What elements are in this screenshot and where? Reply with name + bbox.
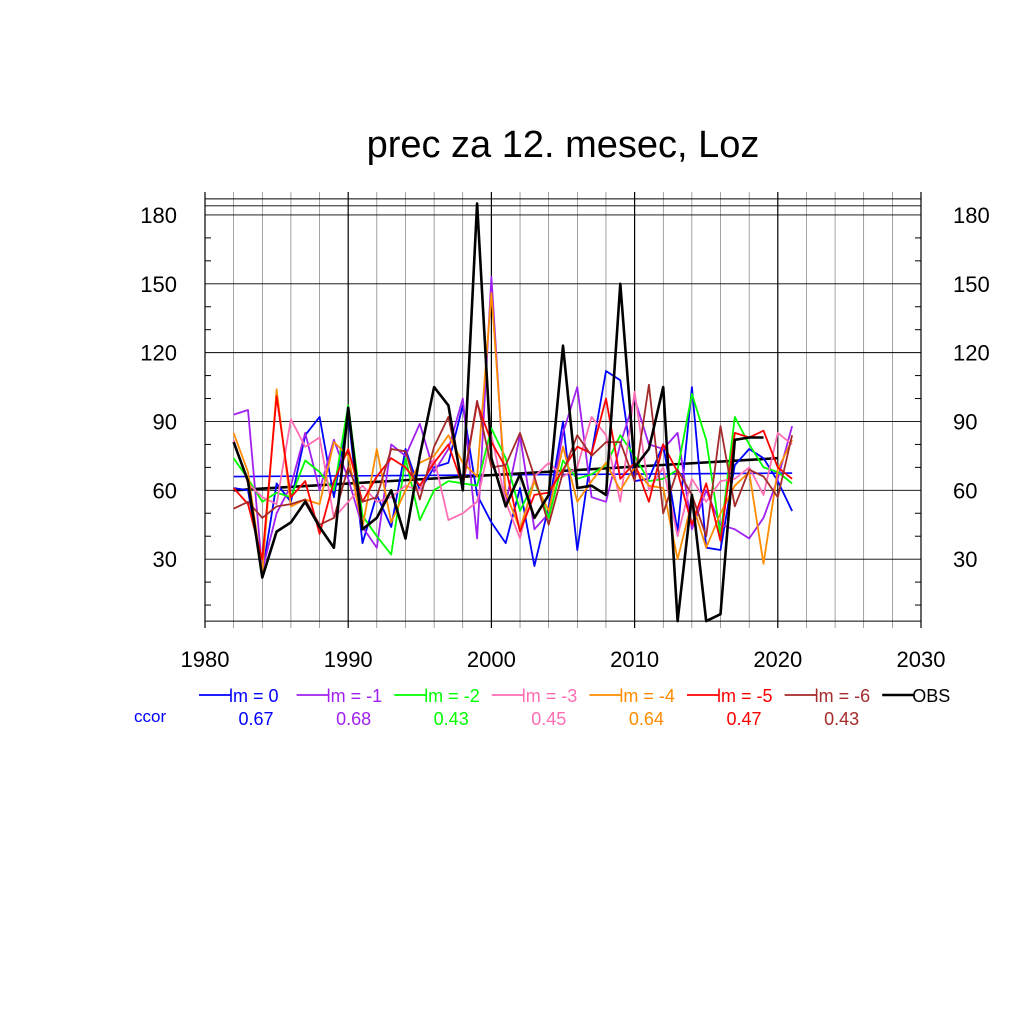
- y-tick-label-right: 150: [953, 272, 990, 297]
- y-tick-label-left: 180: [140, 203, 177, 228]
- x-tick-label: 1980: [181, 647, 230, 672]
- chart-title: prec za 12. mesec, Loz: [367, 124, 760, 166]
- y-tick-label-right: 180: [953, 203, 990, 228]
- y-tick-label-left: 150: [140, 272, 177, 297]
- series-line: [233, 276, 793, 572]
- y-tick-label-left: 60: [153, 478, 177, 503]
- legend-label: OBS: [912, 686, 950, 706]
- legend-label: lm = -4: [619, 686, 675, 706]
- y-tick-label-left: 30: [153, 547, 177, 572]
- x-tick-label: 2030: [897, 647, 946, 672]
- legend-label: lm = -3: [522, 686, 578, 706]
- ccor-value: 0.43: [434, 709, 469, 729]
- series-layer: [232, 202, 793, 623]
- legend-label: lm = -6: [815, 686, 871, 706]
- series-line: [232, 395, 793, 561]
- grid-layer: [205, 192, 921, 628]
- y-tick-label-right: 60: [953, 478, 977, 503]
- legend-label: lm = -1: [327, 686, 383, 706]
- legend-label: lm = -2: [424, 686, 480, 706]
- series-line: [232, 390, 793, 540]
- ccor-value: 0.45: [531, 709, 566, 729]
- ccor-value: 0.47: [726, 709, 761, 729]
- axis-layer: 30 30 60 60 90 90 120 120 150 150 180 180 1980 1990 20…: [140, 192, 990, 672]
- series-line: [232, 292, 793, 574]
- x-tick-label: 2020: [753, 647, 802, 672]
- y-tick-label-left: 120: [140, 341, 177, 366]
- ccor-value: 0.43: [824, 709, 859, 729]
- ccor-value: 0.68: [336, 709, 371, 729]
- x-tick-label: 2010: [610, 647, 659, 672]
- ccor-label: ccor: [134, 707, 166, 726]
- y-tick-label-left: 90: [153, 409, 177, 434]
- x-tick-label: 1990: [324, 647, 373, 672]
- y-tick-label-right: 30: [953, 547, 977, 572]
- series-line: [233, 383, 793, 538]
- x-tick-label: 2000: [467, 647, 516, 672]
- y-tick-label-right: 120: [953, 341, 990, 366]
- legend-label: lm = 0: [229, 686, 279, 706]
- y-tick-label-right: 90: [953, 409, 977, 434]
- ccor-value: 0.67: [238, 709, 273, 729]
- legend-label: lm = -5: [717, 686, 773, 706]
- legend: lm = 0 0.67 lm = -1 0.68 lm = -2 0.43 lm = -3 0…: [134, 686, 950, 729]
- series-line: [232, 202, 764, 623]
- ccor-value: 0.64: [629, 709, 664, 729]
- series-line: [233, 370, 793, 574]
